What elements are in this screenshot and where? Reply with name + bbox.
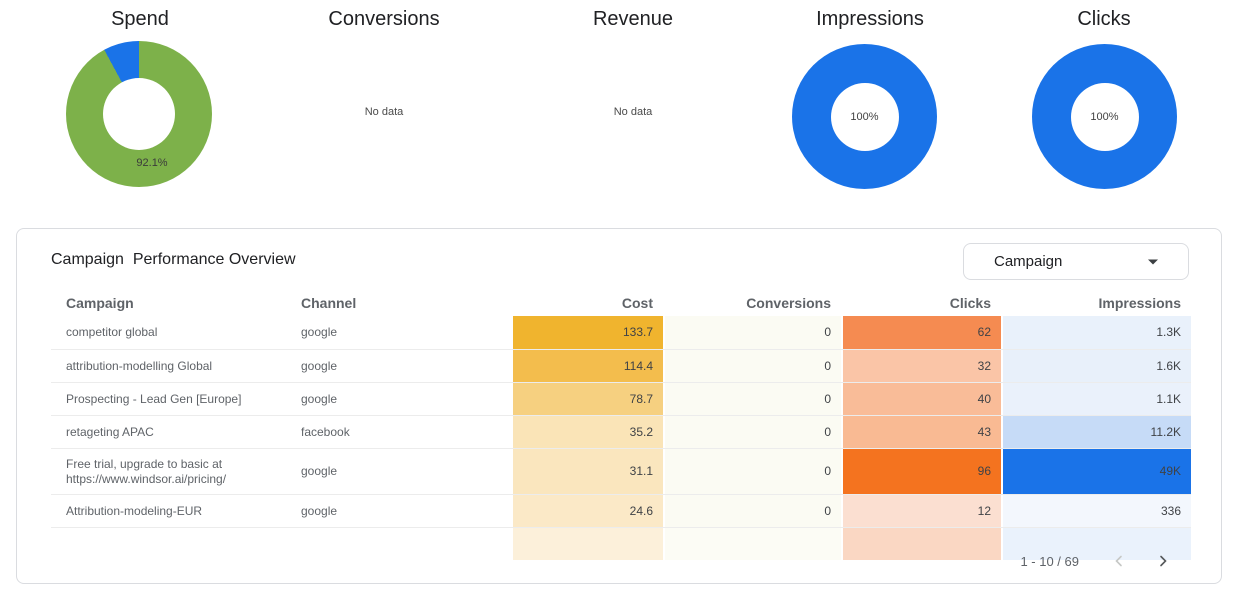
conversions-chart-title: Conversions xyxy=(328,8,440,30)
conversions-cell: 0 xyxy=(663,416,841,448)
channel-cell: google xyxy=(301,391,338,406)
donut-hole xyxy=(103,78,175,150)
clicks-cell: 43 xyxy=(841,416,1001,448)
clicks-center-label: 100% xyxy=(1090,110,1119,123)
scorecard-conversions: Conversions No data xyxy=(264,0,504,212)
header-clicks[interactable]: Clicks xyxy=(949,294,991,311)
conversions-cell: 0 xyxy=(663,495,841,527)
spend-slice-label: 92.1% xyxy=(136,157,168,169)
header-impressions[interactable]: Impressions xyxy=(1098,294,1181,311)
revenue-no-data-text: No data xyxy=(613,106,653,118)
conversions-cell: 0 xyxy=(663,350,841,382)
channel-cell: google xyxy=(301,464,338,478)
impressions-cell: 49K xyxy=(1001,449,1191,494)
cost-cell: 114.4 xyxy=(511,350,663,382)
cost-cell: 78.7 xyxy=(511,383,663,415)
scorecard-revenue: Revenue No data xyxy=(513,0,753,212)
header-conversions[interactable]: Conversions xyxy=(746,294,831,311)
campaign-cell: Free trial, upgrade to basic at https://… xyxy=(66,456,227,486)
conversions-cell: 0 xyxy=(663,383,841,415)
conversions-cell: 0 xyxy=(663,316,841,349)
campaign-cell: competitor global xyxy=(66,325,158,339)
campaign-cell: Prospecting - Lead Gen [Europe] xyxy=(66,391,242,406)
spend-chart-title: Spend xyxy=(111,8,169,30)
channel-cell: google xyxy=(301,503,338,518)
table-row-clipped xyxy=(51,527,1191,560)
impressions-donut-chart[interactable]: 100% xyxy=(792,44,937,189)
donut-hole xyxy=(830,82,899,151)
campaign-cell: attribution-modelling Global xyxy=(66,358,213,373)
table-row[interactable]: retageting APAC facebook 35.2 0 43 11.2K xyxy=(51,415,1191,448)
campaign-cell: Attribution-modeling-EUR xyxy=(66,503,203,518)
impressions-cell xyxy=(1001,528,1191,560)
clicks-cell xyxy=(841,528,1001,560)
clicks-chart-title: Clicks xyxy=(1077,8,1131,30)
prev-page-button[interactable] xyxy=(1107,549,1131,573)
spend-donut-chart[interactable]: 92.1% xyxy=(66,41,212,187)
clicks-donut-chart[interactable]: 100% xyxy=(1032,44,1177,189)
impressions-chart-title: Impressions xyxy=(816,8,924,30)
channel-cell xyxy=(286,528,511,560)
impressions-cell: 1.6K xyxy=(1001,350,1191,382)
conversions-cell xyxy=(663,528,841,560)
table-row[interactable]: Free trial, upgrade to basic at https://… xyxy=(51,448,1191,494)
table-row[interactable]: competitor global google 133.7 0 62 1.3K xyxy=(51,316,1191,349)
table-row[interactable]: Attribution-modeling-EUR google 24.6 0 1… xyxy=(51,494,1191,527)
clicks-cell: 12 xyxy=(841,495,1001,527)
cost-cell: 24.6 xyxy=(511,495,663,527)
dropdown-selected-value: Campaign xyxy=(994,253,1063,270)
impressions-cell: 11.2K xyxy=(1001,416,1191,448)
conversions-no-data-text: No data xyxy=(364,106,404,118)
channel-cell: facebook xyxy=(301,424,350,439)
dimension-dropdown[interactable]: Campaign xyxy=(963,243,1189,280)
clicks-cell: 62 xyxy=(841,316,1001,349)
campaign-cell xyxy=(51,528,286,560)
scorecard-clicks: Clicks 100% xyxy=(984,0,1224,212)
conversions-cell: 0 xyxy=(663,449,841,494)
table-row[interactable]: attribution-modelling Global google 114.… xyxy=(51,349,1191,382)
chevron-right-icon xyxy=(1160,555,1167,567)
impressions-cell: 1.3K xyxy=(1001,316,1191,349)
scorecard-spend: Spend 92.1% xyxy=(20,0,260,212)
clicks-cell: 32 xyxy=(841,350,1001,382)
clicks-cell: 40 xyxy=(841,383,1001,415)
next-page-button[interactable] xyxy=(1151,549,1175,573)
cost-cell: 133.7 xyxy=(511,316,663,349)
clicks-cell: 96 xyxy=(841,449,1001,494)
header-cost[interactable]: Cost xyxy=(621,294,653,311)
pagination: 1 - 10 / 69 xyxy=(1020,549,1175,573)
impressions-cell: 336 xyxy=(1001,495,1191,527)
impressions-center-label: 100% xyxy=(850,110,879,123)
channel-cell: google xyxy=(301,358,338,373)
caret-down-icon xyxy=(1148,259,1158,264)
cost-cell: 31.1 xyxy=(511,449,663,494)
donut-hole xyxy=(1070,82,1139,151)
chevron-left-icon xyxy=(1115,555,1122,567)
table-header-row: Campaign Channel Cost Conversions Clicks… xyxy=(51,289,1191,316)
cost-cell xyxy=(511,528,663,560)
table-row[interactable]: Prospecting - Lead Gen [Europe] google 7… xyxy=(51,382,1191,415)
revenue-chart-title: Revenue xyxy=(592,8,674,30)
campaign-cell: retageting APAC xyxy=(66,424,154,439)
channel-cell: google xyxy=(301,325,338,339)
campaign-performance-card: Campaign Performance Overview Campaign C… xyxy=(16,228,1222,584)
scorecard-impressions: Impressions 100% xyxy=(750,0,990,212)
impressions-cell: 1.1K xyxy=(1001,383,1191,415)
pagination-range: 1 - 10 / 69 xyxy=(1020,553,1079,569)
card-title: Campaign Performance Overview xyxy=(51,251,296,268)
header-channel[interactable]: Channel xyxy=(301,294,357,311)
cost-cell: 35.2 xyxy=(511,416,663,448)
campaign-table: Campaign Channel Cost Conversions Clicks… xyxy=(51,289,1191,560)
header-campaign[interactable]: Campaign xyxy=(66,294,134,311)
